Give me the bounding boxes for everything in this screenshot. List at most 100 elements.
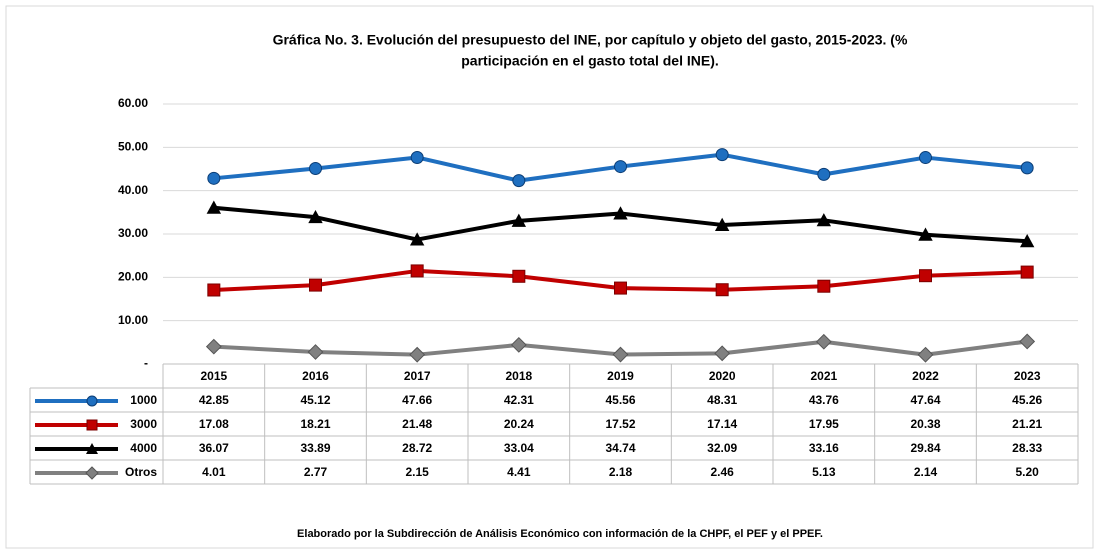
marker (817, 167, 831, 181)
legend-label: 1000 (130, 393, 157, 407)
marker (409, 346, 426, 363)
marker (1019, 234, 1035, 248)
marker (918, 227, 933, 241)
legend-label: Otros (125, 465, 157, 479)
table-value: 17.14 (707, 417, 737, 431)
table-value: 18.21 (300, 417, 330, 431)
table-value: 4.41 (507, 465, 531, 479)
marker (817, 279, 831, 293)
y-tick-label: 20.00 (118, 270, 148, 284)
marker (309, 278, 322, 292)
marker (308, 209, 323, 224)
table-value: 47.64 (910, 393, 940, 407)
table-value: 2.18 (609, 465, 633, 479)
table-value: 32.09 (707, 441, 737, 455)
legend-label: 4000 (130, 441, 157, 455)
marker (614, 281, 627, 295)
marker (715, 148, 729, 162)
y-tick-label: 30.00 (118, 226, 148, 240)
marker (1019, 333, 1036, 350)
legend-marker (86, 443, 98, 454)
x-tick-label: 2017 (404, 369, 431, 383)
y-tick-label: - (144, 356, 148, 370)
chart-title: participación en el gasto total del INE)… (461, 53, 719, 69)
table-value: 34.74 (605, 441, 635, 455)
marker (207, 171, 221, 185)
marker (512, 269, 526, 283)
x-tick-label: 2020 (709, 369, 736, 383)
y-tick-label: 50.00 (118, 140, 148, 154)
x-tick-label: 2015 (200, 369, 227, 383)
x-tick-label: 2018 (505, 369, 532, 383)
table-value: 33.89 (300, 441, 330, 455)
marker (307, 344, 324, 360)
table-value: 17.52 (605, 417, 635, 431)
table-value: 2.46 (710, 465, 734, 479)
marker (919, 269, 932, 283)
marker (613, 206, 628, 220)
table-value: 20.38 (910, 417, 940, 431)
table-value: 42.85 (199, 393, 229, 407)
marker (206, 200, 222, 214)
table-value: 43.76 (809, 393, 839, 407)
x-tick-label: 2022 (912, 369, 939, 383)
marker (715, 283, 729, 297)
table-value: 21.48 (402, 417, 432, 431)
marker (919, 151, 932, 165)
marker (714, 217, 730, 231)
table-value: 17.95 (809, 417, 839, 431)
chart-frame (5, 5, 1094, 549)
table-value: 5.13 (812, 465, 836, 479)
marker (409, 232, 425, 246)
marker (410, 150, 424, 164)
marker (1020, 265, 1034, 279)
table-value: 2.14 (914, 465, 938, 479)
marker (1020, 161, 1034, 175)
marker (309, 161, 322, 175)
table-value: 42.31 (504, 393, 534, 407)
table-value: 33.16 (809, 441, 839, 455)
x-tick-label: 2016 (302, 369, 329, 383)
table-value: 21.21 (1012, 417, 1042, 431)
marker (410, 264, 424, 278)
source-note: Elaborado por la Subdirección de Análisi… (297, 528, 823, 540)
legend-label: 3000 (130, 417, 157, 431)
marker (714, 345, 731, 362)
legend-marker (85, 466, 99, 480)
table-value: 45.56 (605, 393, 635, 407)
marker (612, 346, 629, 363)
table-value: 28.72 (402, 441, 432, 455)
legend-marker (86, 419, 98, 431)
y-tick-label: 10.00 (118, 313, 148, 327)
x-tick-label: 2023 (1014, 369, 1041, 383)
table-value: 33.04 (504, 441, 534, 455)
marker (917, 346, 934, 363)
marker (816, 213, 832, 227)
y-tick-label: 60.00 (118, 96, 148, 110)
marker (205, 338, 222, 355)
table-value: 45.12 (300, 393, 330, 407)
marker (510, 336, 527, 353)
table-value: 4.01 (202, 465, 226, 479)
table-value: 28.33 (1012, 441, 1042, 455)
table-value: 47.66 (402, 393, 432, 407)
table-value: 20.24 (504, 417, 534, 431)
table-value: 29.84 (910, 441, 940, 455)
table-value: 2.15 (405, 465, 429, 479)
marker (207, 283, 221, 297)
marker (614, 160, 627, 174)
x-tick-label: 2019 (607, 369, 634, 383)
table-value: 45.26 (1012, 393, 1042, 407)
marker (512, 174, 526, 188)
y-tick-label: 40.00 (118, 183, 148, 197)
table-value: 17.08 (199, 417, 229, 431)
table-value: 48.31 (707, 393, 737, 407)
marker (815, 333, 832, 350)
chart-title: Gráfica No. 3. Evolución del presupuesto… (273, 32, 908, 48)
table-value: 36.07 (199, 441, 229, 455)
legend-marker (86, 395, 98, 407)
table-value: 2.77 (304, 465, 328, 479)
table-value: 5.20 (1015, 465, 1039, 479)
x-tick-label: 2021 (810, 369, 837, 383)
